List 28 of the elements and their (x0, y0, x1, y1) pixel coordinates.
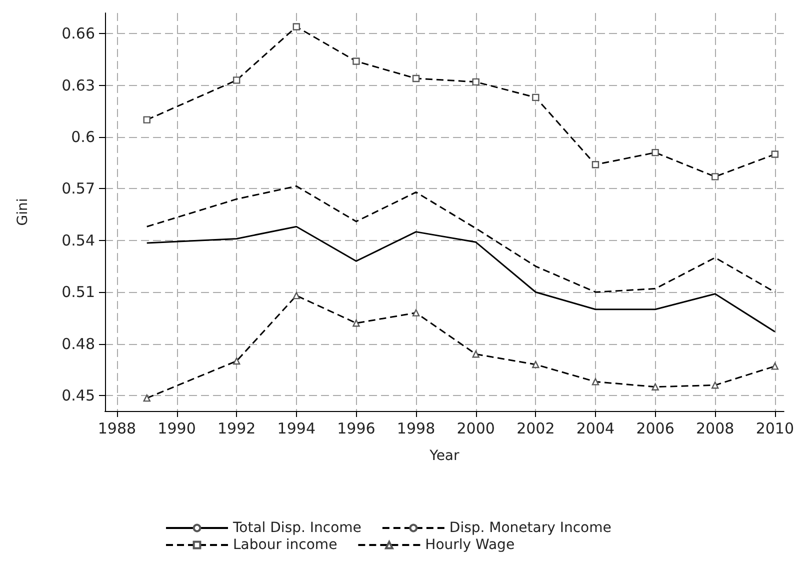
x-tick-label: 2000 (456, 420, 495, 438)
y-tick-label: 0.45 (62, 386, 95, 404)
y-axis-title: Gini (15, 198, 31, 226)
x-tick-label: 2006 (636, 420, 674, 438)
legend-label: Total Disp. Income (232, 520, 362, 536)
y-tick-label: 0.57 (62, 180, 95, 198)
y-tick-label: 0.48 (62, 334, 95, 353)
x-tick-label: 1998 (396, 420, 436, 438)
y-tick-label: 0.63 (62, 76, 95, 94)
y-tick-label: 0.6 (71, 128, 95, 146)
line-series (146, 185, 776, 293)
y-tick-label: 0.66 (62, 24, 95, 43)
x-tick-label: 1990 (158, 420, 196, 438)
x-tick-label: 1996 (337, 420, 376, 438)
y-tick-label: 0.54 (62, 231, 95, 250)
x-tick-label: 1992 (217, 420, 256, 438)
x-tick-label: 2002 (516, 420, 555, 438)
legend-label: Hourly Wage (425, 537, 515, 553)
x-axis-title: Year (428, 448, 460, 464)
x-tick-label: 1994 (277, 420, 316, 438)
legend-label: Labour income (233, 537, 338, 553)
x-tick-label: 2010 (756, 420, 794, 438)
x-tick-label: 2004 (576, 420, 615, 438)
x-tick-label: 1988 (98, 420, 136, 438)
x-tick-label: 2008 (696, 420, 734, 438)
legend-label: Disp. Monetary Income (449, 520, 612, 536)
y-tick-label: 0.51 (62, 283, 95, 302)
line-series (146, 226, 776, 332)
